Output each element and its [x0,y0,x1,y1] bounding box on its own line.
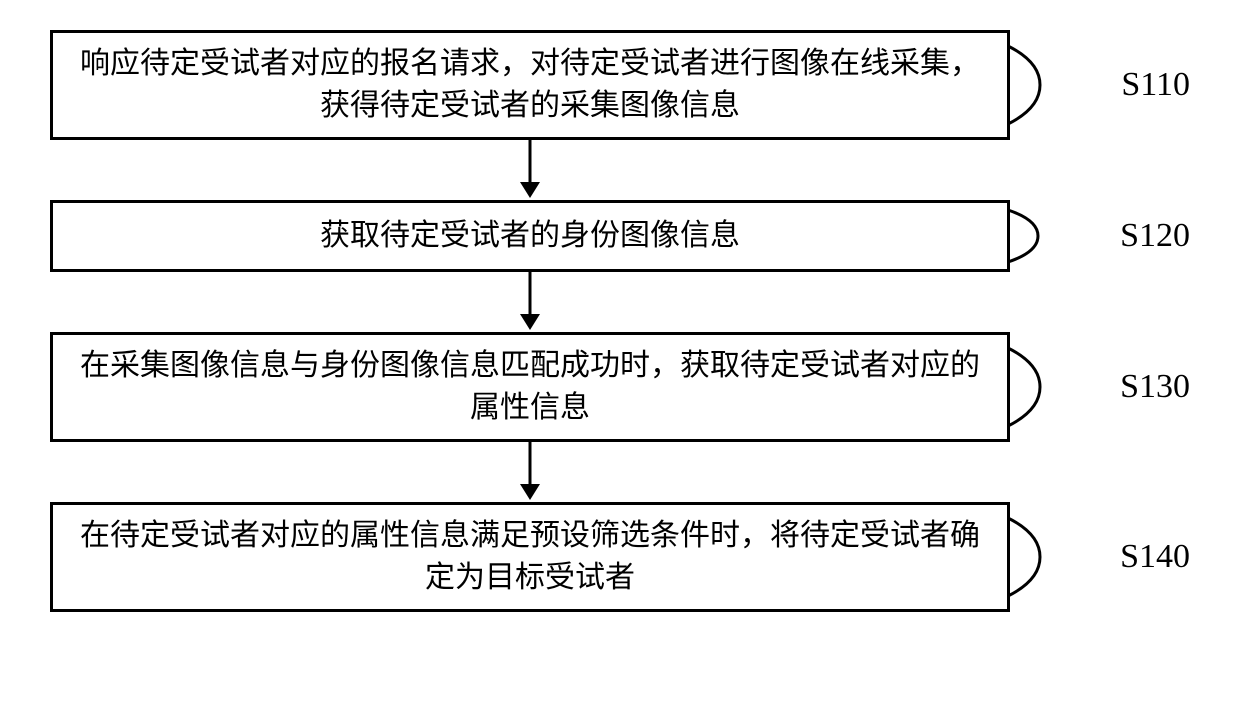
flow-step-text: 在待定受试者对应的属性信息满足预设筛选条件时，将待定受试者确定为目标受试者 [73,515,987,599]
connector-curve-icon [1006,512,1056,602]
step-label: S120 [1120,217,1190,255]
connector-curve-icon [1006,40,1056,130]
arrow-down-icon [515,272,545,332]
flow-step-text: 获取待定受试者的身份图像信息 [320,215,740,257]
connector-curve-icon [1006,206,1056,266]
connector-curve-icon [1006,342,1056,432]
flowchart-container: 响应待定受试者对应的报名请求，对待定受试者进行图像在线采集，获得待定受试者的采集… [50,30,1190,612]
arrow-down-icon [515,140,545,200]
flow-step-box-s140: 在待定受试者对应的属性信息满足预设筛选条件时，将待定受试者确定为目标受试者 [50,502,1010,612]
flow-arrow [50,272,1010,332]
flow-step-text: 响应待定受试者对应的报名请求，对待定受试者进行图像在线采集，获得待定受试者的采集… [73,43,987,127]
flow-arrow [50,140,1010,200]
step-label: S140 [1120,538,1190,576]
flow-step-row: 在待定受试者对应的属性信息满足预设筛选条件时，将待定受试者确定为目标受试者 S1… [50,502,1190,612]
flow-step-row: 在采集图像信息与身份图像信息匹配成功时，获取待定受试者对应的属性信息 S130 [50,332,1190,442]
flow-step-box-s120: 获取待定受试者的身份图像信息 [50,200,1010,272]
flow-step-row: 响应待定受试者对应的报名请求，对待定受试者进行图像在线采集，获得待定受试者的采集… [50,30,1190,140]
flow-step-box-s130: 在采集图像信息与身份图像信息匹配成功时，获取待定受试者对应的属性信息 [50,332,1010,442]
flow-arrow [50,442,1010,502]
step-label: S130 [1120,368,1190,406]
flow-step-box-s110: 响应待定受试者对应的报名请求，对待定受试者进行图像在线采集，获得待定受试者的采集… [50,30,1010,140]
flow-step-row: 获取待定受试者的身份图像信息 S120 [50,200,1190,272]
flow-step-text: 在采集图像信息与身份图像信息匹配成功时，获取待定受试者对应的属性信息 [73,345,987,429]
step-label: S110 [1121,66,1190,104]
arrow-down-icon [515,442,545,502]
